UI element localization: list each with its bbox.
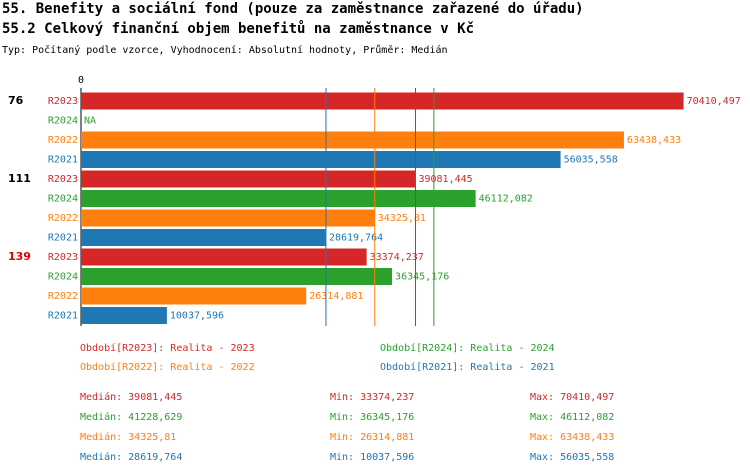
stat-label: Min: [330,392,354,403]
series-row-label: R2023 [48,96,78,107]
series-row-label: R2022 [48,213,78,224]
legend-entry: Období[R2024]: Realita - 2024 [380,342,555,354]
value-label: 56035,558 [564,155,618,166]
stat-max: Max: 63438,433 [530,432,614,443]
stat-value: 33374,237 [360,392,414,403]
bar [81,190,476,207]
stat-value: 36345,176 [360,412,414,423]
chart-title: 55. Benefity a sociální fond (pouze za z… [2,1,584,17]
stat-label: Min: [330,432,354,443]
stat-label: Min: [330,412,354,423]
series-row-label: R2023 [48,252,78,263]
stat-value: 63438,433 [560,432,614,443]
stat-value: 10037,596 [360,452,414,463]
stat-min: Min: 36345,176 [330,412,414,423]
stat-label: Max: [530,392,554,403]
stat-max: Max: 46112,082 [530,412,614,423]
bar [81,151,561,168]
series-row-label: R2022 [48,291,78,302]
stat-value: 34325,81 [128,432,176,443]
stat-label: Max: [530,452,554,463]
stat-label: Min: [330,452,354,463]
stat-value: 28619,764 [128,452,182,463]
bar [81,131,624,149]
group-label: 76 [8,94,24,107]
stat-label: Medián: [80,411,122,423]
value-label: 34325,81 [378,213,426,224]
series-row-label: R2021 [48,311,78,322]
chart-note: Typ: Počítaný podle vzorce, Vyhodnocení:… [2,44,448,56]
bar [81,268,393,285]
bar [81,92,684,110]
stat-value: 39081,445 [128,392,182,403]
bar [81,307,167,324]
series-row-label: R2022 [48,135,78,146]
bar [81,209,375,227]
stat-max: Max: 56035,558 [530,452,614,463]
bar [81,229,326,246]
value-label: 36345,176 [395,272,449,283]
stat-value: 26314,881 [360,432,414,443]
series-row-label: R2021 [48,155,78,166]
series-row-label: R2024 [48,272,78,283]
value-label: 39081,445 [418,174,472,185]
stat-value: 56035,558 [560,452,614,463]
value-label: 70410,497 [687,96,741,107]
stat-max: Max: 70410,497 [530,392,614,403]
stat-label: Max: [530,412,554,423]
value-label: 10037,596 [170,311,224,322]
series-row-label: R2021 [48,233,78,244]
series-row-label: R2024 [48,194,78,205]
chart-subtitle: 55.2 Celkový finanční objem benefitů na … [2,20,474,37]
bar [81,170,416,188]
value-label: NA [84,116,96,127]
stat-label: Medián: [80,451,122,463]
x-tick-label: 0 [78,75,84,86]
legend-entry: Období[R2022]: Realita - 2022 [80,361,255,373]
series-row-label: R2024 [48,116,78,127]
stat-min: Min: 26314,881 [330,432,414,443]
stat-value: 41228,629 [128,412,182,423]
stat-median: Medián: 39081,445 [80,391,182,403]
series-row-label: R2023 [48,174,78,185]
stat-median: Medián: 41228,629 [80,411,182,423]
stat-label: Medián: [80,391,122,403]
legend-entry: Období[R2023]: Realita - 2023 [80,342,255,354]
stat-min: Min: 10037,596 [330,452,414,463]
stat-median: Medián: 28619,764 [80,451,182,463]
legend-entry: Období[R2021]: Realita - 2021 [380,361,555,373]
stat-value: 70410,497 [560,392,614,403]
stat-min: Min: 33374,237 [330,392,414,403]
value-label: 33374,237 [370,252,424,263]
bar [81,287,307,305]
value-label: 63438,433 [627,135,681,146]
stat-label: Medián: [80,431,122,443]
value-label: 46112,082 [479,194,533,205]
group-label: 111 [8,172,31,185]
value-label: 28619,764 [329,233,383,244]
bar [81,248,367,266]
group-label: 139 [8,250,31,263]
stat-value: 46112,082 [560,412,614,423]
value-label: 26314,881 [309,291,363,302]
stat-median: Medián: 34325,81 [80,431,176,443]
stat-label: Max: [530,432,554,443]
